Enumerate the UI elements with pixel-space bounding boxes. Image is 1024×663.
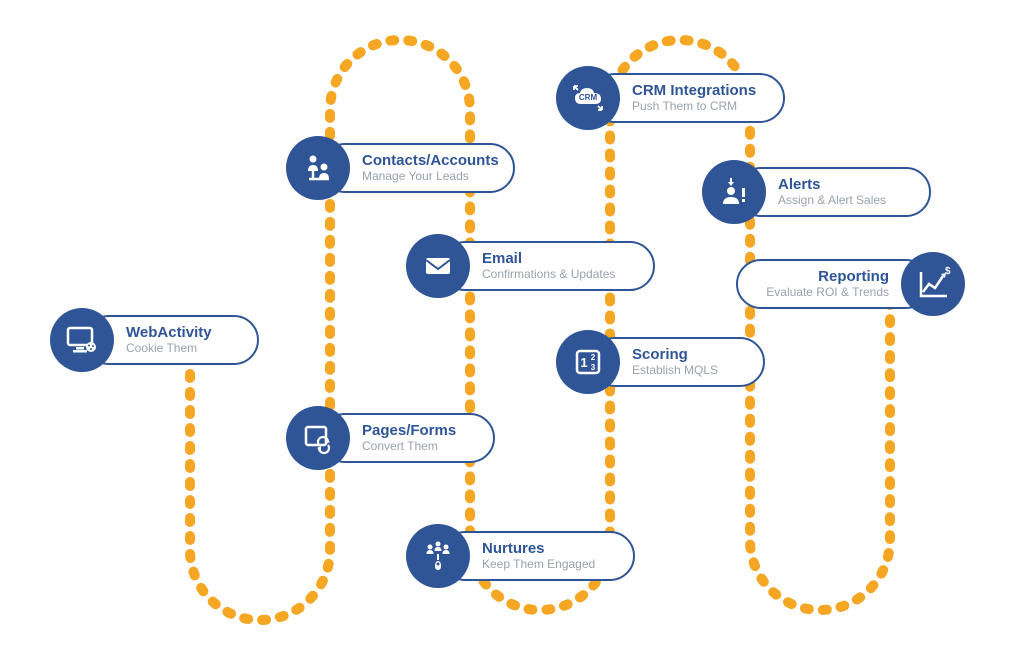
node-nurtures: NurturesKeep Them Engaged — [406, 524, 635, 588]
node-contacts: Contacts/AccountsManage Your Leads — [286, 136, 515, 200]
node-subtitle: Confirmations & Updates — [482, 267, 631, 281]
node-title: Email — [482, 250, 631, 267]
node-subtitle: Assign & Alert Sales — [778, 193, 907, 207]
node-title: Pages/Forms — [362, 422, 471, 439]
monitor-icon — [50, 308, 114, 372]
node-subtitle: Convert Them — [362, 439, 471, 453]
node-reporting: $ ReportingEvaluate ROI & Trends — [736, 252, 965, 316]
svg-text:2: 2 — [591, 353, 596, 362]
chart-icon: $ — [901, 252, 965, 316]
node-email: EmailConfirmations & Updates — [406, 234, 655, 298]
node-pages-forms: Pages/FormsConvert Them — [286, 406, 495, 470]
node-web-activity: WebActivityCookie Them — [50, 308, 259, 372]
node-subtitle: Keep Them Engaged — [482, 557, 611, 571]
node-crm: CRM CRM IntegrationsPush Them to CRM — [556, 66, 785, 130]
svg-text:3: 3 — [591, 363, 596, 372]
node-subtitle: Establish MQLS — [632, 363, 741, 377]
node-title: Contacts/Accounts — [362, 152, 491, 169]
node-title: CRM Integrations — [632, 82, 761, 99]
envelope-icon — [406, 234, 470, 298]
node-title: Nurtures — [482, 540, 611, 557]
node-title: Reporting — [760, 268, 889, 285]
nurture-icon — [406, 524, 470, 588]
node-subtitle: Cookie Them — [126, 341, 235, 355]
svg-text:1: 1 — [580, 355, 587, 370]
people-icon — [286, 136, 350, 200]
node-scoring: 123 ScoringEstablish MQLS — [556, 330, 765, 394]
alert-user-icon — [702, 160, 766, 224]
node-subtitle: Evaluate ROI & Trends — [760, 285, 889, 299]
node-subtitle: Manage Your Leads — [362, 169, 491, 183]
node-alerts: AlertsAssign & Alert Sales — [702, 160, 931, 224]
refresh-doc-icon — [286, 406, 350, 470]
crm-cloud-icon: CRM — [556, 66, 620, 130]
node-subtitle: Push Them to CRM — [632, 99, 761, 113]
node-title: Scoring — [632, 346, 741, 363]
scoring-icon: 123 — [556, 330, 620, 394]
node-title: Alerts — [778, 176, 907, 193]
svg-text:$: $ — [945, 266, 951, 277]
svg-text:CRM: CRM — [579, 93, 598, 102]
node-title: WebActivity — [126, 324, 235, 341]
pill-email: EmailConfirmations & Updates — [440, 241, 655, 291]
